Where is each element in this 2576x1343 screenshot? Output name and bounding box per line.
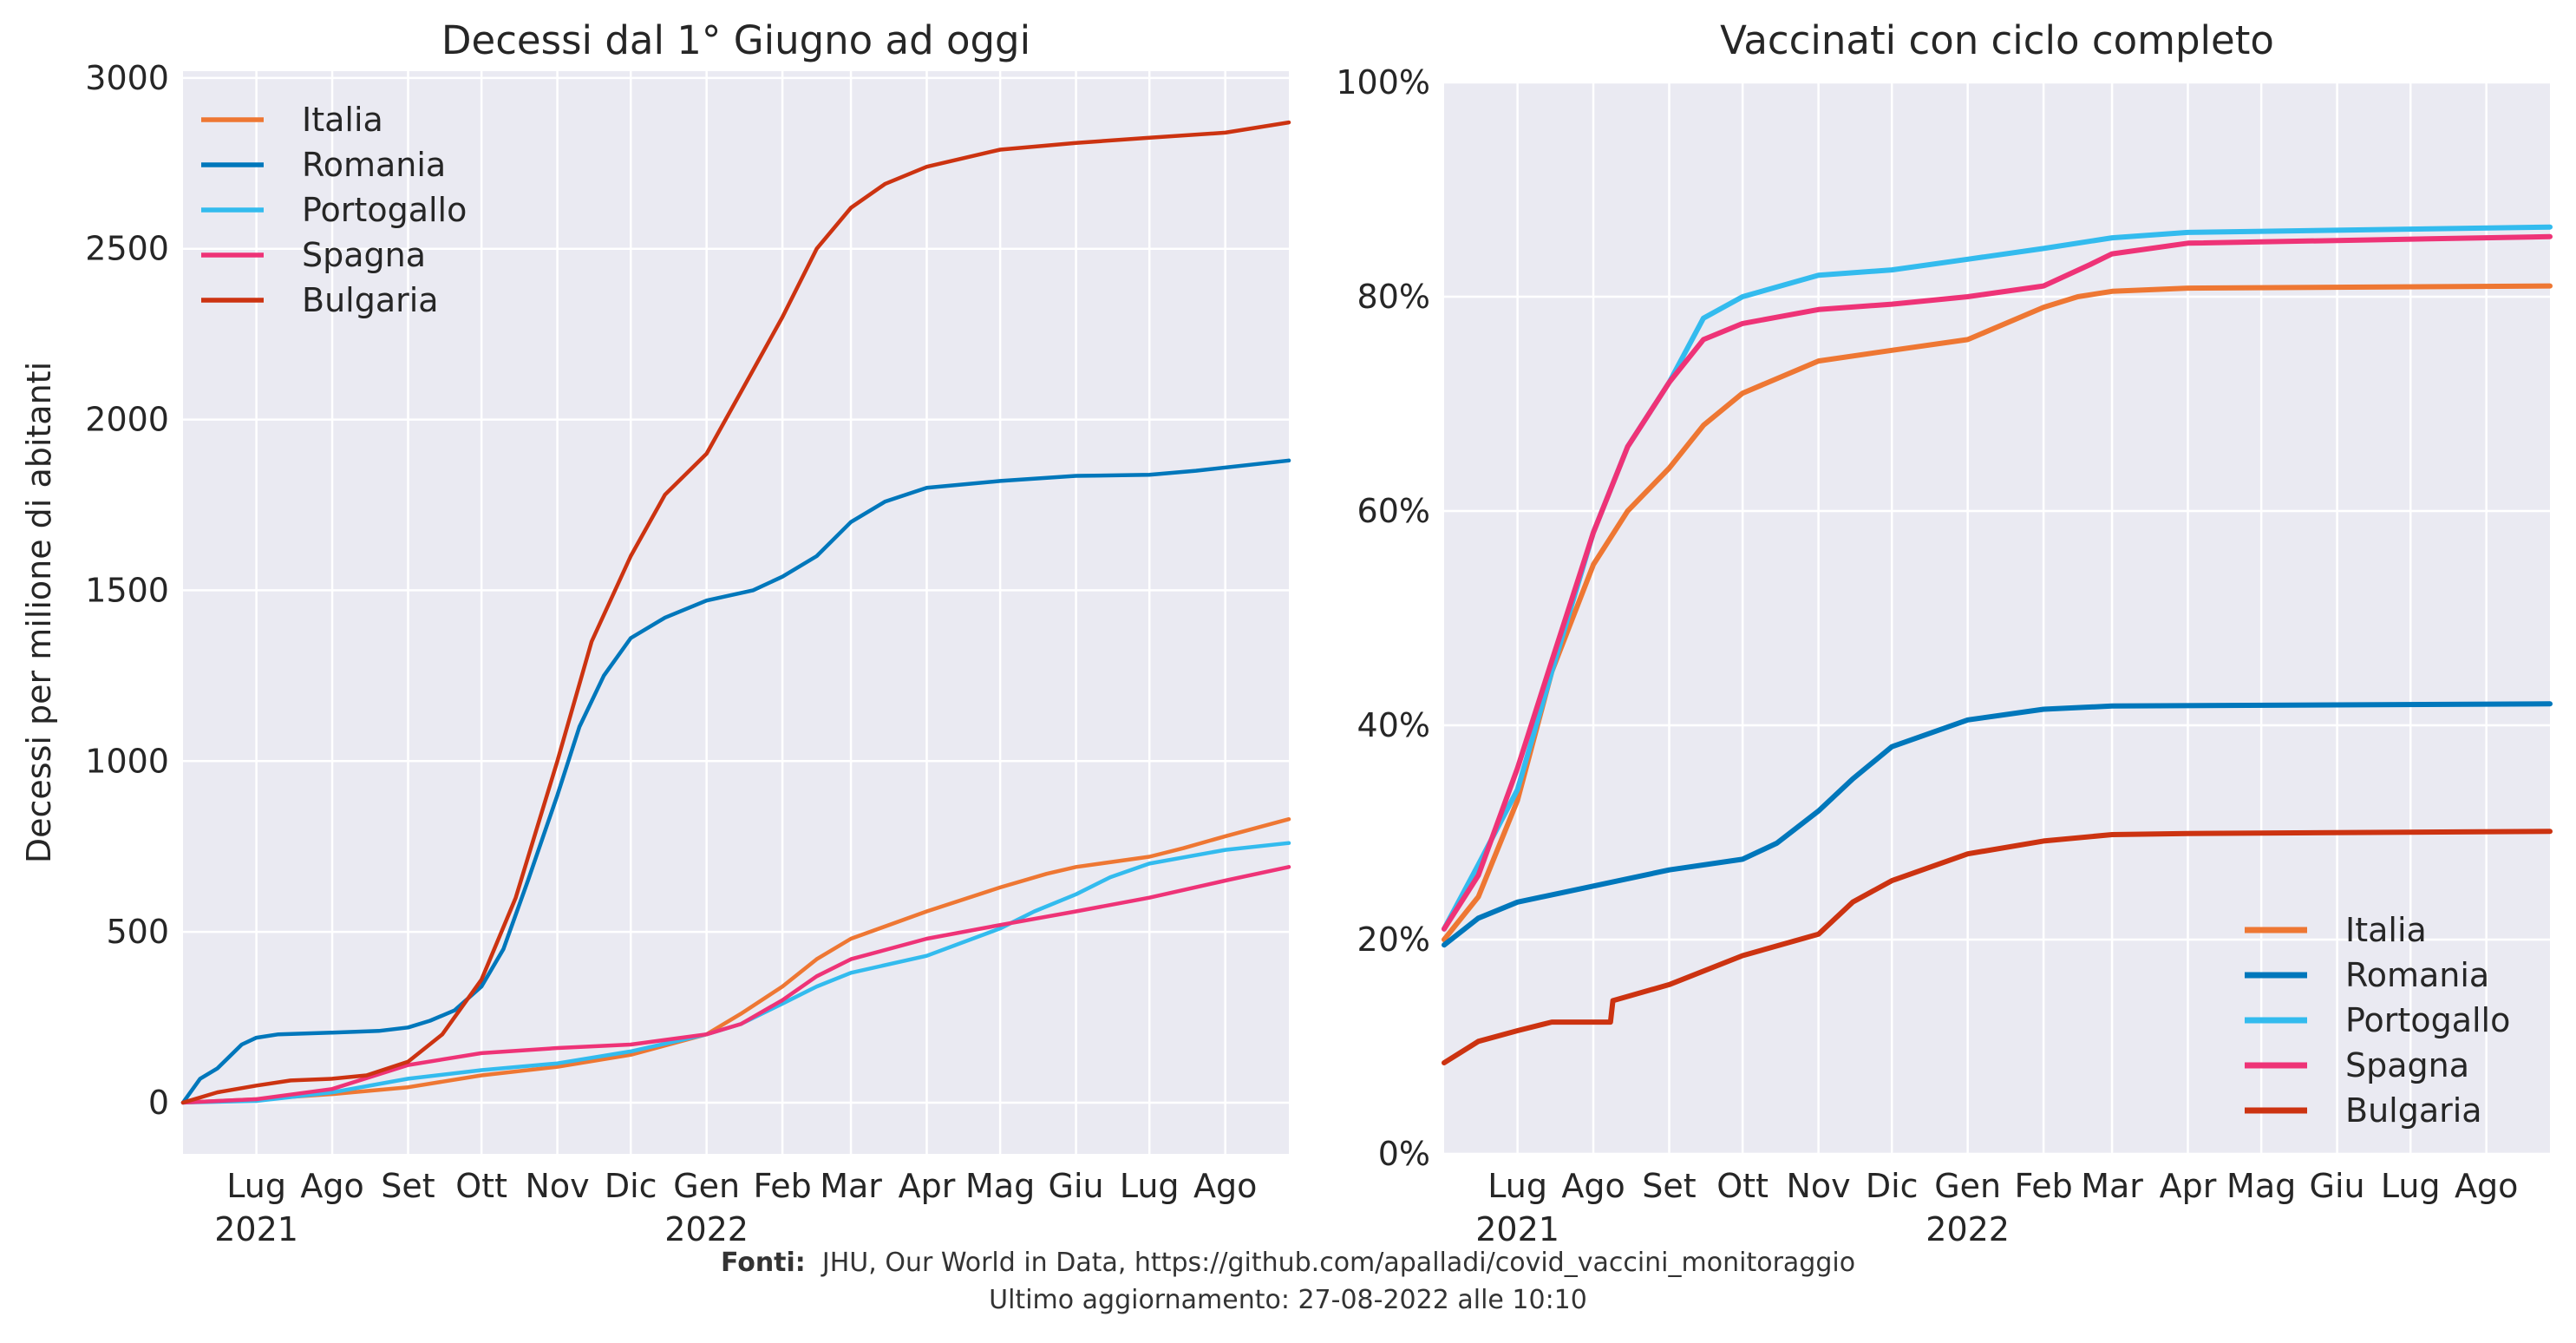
y-tick-label: 1000 [85, 742, 169, 780]
x-year-label: 2022 [664, 1210, 749, 1248]
x-tick-label: Lug [1487, 1167, 1547, 1205]
y-tick-label: 2500 [85, 230, 169, 268]
chart-title: Decessi dal 1° Giugno ad oggi [441, 17, 1030, 63]
x-tick-label: Ott [455, 1167, 507, 1205]
x-tick-label: Nov [525, 1167, 589, 1205]
footer-sources: Fonti: JHU, Our World in Data, https://g… [0, 1248, 2576, 1278]
y-axis-label: Decessi per milione di abitanti [20, 362, 58, 863]
legend-label: Portogallo [302, 191, 467, 229]
legend-label: Spagna [302, 236, 426, 274]
legend-label: Italia [2345, 911, 2427, 949]
x-tick-label: Set [381, 1167, 435, 1205]
x-tick-label: Feb [2014, 1167, 2072, 1205]
legend-label: Spagna [2345, 1046, 2469, 1084]
x-tick-label: Giu [1049, 1167, 1104, 1205]
x-tick-label: Ott [1716, 1167, 1769, 1205]
x-tick-label: Set [1642, 1167, 1696, 1205]
x-tick-label: Lug [226, 1167, 286, 1205]
x-tick-label: Apr [2160, 1167, 2217, 1205]
x-tick-label: Giu [2310, 1167, 2365, 1205]
legend-label: Bulgaria [2345, 1091, 2482, 1130]
x-tick-label: Mar [820, 1167, 882, 1205]
y-tick-label: 1500 [85, 571, 169, 609]
x-tick-label: Dic [1866, 1167, 1919, 1205]
x-tick-label: Ago [300, 1167, 363, 1205]
legend-label: Portogallo [2345, 1001, 2510, 1039]
footer-sources-text: JHU, Our World in Data, https://github.c… [821, 1248, 1856, 1278]
y-tick-label: 20% [1357, 920, 1430, 959]
x-tick-label: Lug [1120, 1167, 1180, 1205]
series-line-portogallo [1442, 224, 2553, 932]
y-tick-label: 2000 [85, 401, 169, 439]
series-line-romania [1442, 701, 2553, 948]
plot-area [183, 71, 1289, 1154]
x-tick-label: Ago [2455, 1167, 2518, 1205]
series-line-bulgaria [180, 120, 1291, 1105]
y-tick-label: 80% [1357, 278, 1430, 316]
series-line-bulgaria [1442, 829, 2553, 1065]
chart-title: Vaccinati con ciclo completo [1720, 17, 2274, 63]
x-tick-label: Ago [1561, 1167, 1625, 1205]
x-tick-label: Gen [673, 1167, 740, 1205]
x-tick-label: Lug [2381, 1167, 2441, 1205]
y-tick-label: 3000 [85, 59, 169, 97]
x-tick-label: Mar [2081, 1167, 2143, 1205]
plot-area [1444, 82, 2550, 1154]
series-line-portogallo [180, 841, 1291, 1105]
legend-label: Romania [2345, 956, 2489, 994]
footer-sources-label: Fonti: [720, 1248, 806, 1278]
x-tick-label: Nov [1786, 1167, 1850, 1205]
series-line-spagna [180, 865, 1291, 1105]
legend-label: Romania [302, 146, 446, 184]
x-year-label: 2021 [214, 1210, 298, 1248]
x-tick-label: Ago [1193, 1167, 1257, 1205]
y-tick-label: 500 [106, 913, 169, 951]
series-line-spagna [1442, 233, 2553, 932]
x-year-label: 2022 [1925, 1210, 2010, 1248]
footer-updated: Ultimo aggiornamento: 27-08-2022 alle 10… [989, 1285, 1587, 1315]
y-tick-label: 0 [148, 1084, 169, 1122]
y-tick-label: 0% [1378, 1135, 1430, 1173]
y-tick-label: 100% [1336, 63, 1430, 102]
series-line-romania [180, 458, 1291, 1105]
legend-label: Bulgaria [302, 281, 439, 319]
y-tick-label: 40% [1357, 706, 1430, 744]
x-tick-label: Dic [605, 1167, 657, 1205]
legend-label: Italia [302, 101, 383, 139]
x-tick-label: Apr [899, 1167, 956, 1205]
x-tick-label: Mag [2226, 1167, 2296, 1205]
x-tick-label: Gen [1934, 1167, 2001, 1205]
y-tick-label: 60% [1357, 492, 1430, 530]
series-line-italia [180, 816, 1291, 1105]
x-year-label: 2021 [1475, 1210, 1559, 1248]
x-tick-label: Feb [753, 1167, 811, 1205]
x-tick-label: Mag [965, 1167, 1035, 1205]
